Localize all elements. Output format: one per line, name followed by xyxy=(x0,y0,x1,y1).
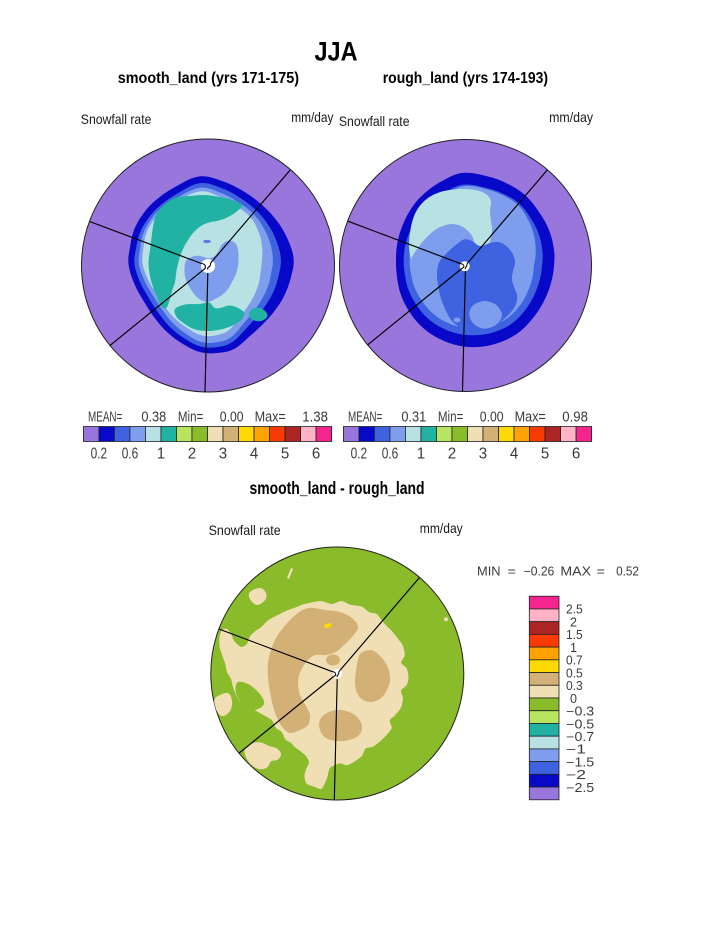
svg-text:MAX: MAX xyxy=(560,564,591,578)
svg-text:2.5: 2.5 xyxy=(566,603,583,617)
svg-text:−0.3: −0.3 xyxy=(566,705,594,719)
svg-text:−0.7: −0.7 xyxy=(566,730,594,744)
svg-text:1.38: 1.38 xyxy=(302,410,328,426)
svg-text:1: 1 xyxy=(570,641,577,655)
svg-text:1: 1 xyxy=(417,446,425,463)
svg-text:MIN: MIN xyxy=(477,564,501,578)
svg-text:Snowfall rate: Snowfall rate xyxy=(209,522,281,538)
svg-text:0.3: 0.3 xyxy=(566,679,583,693)
svg-text:0.2: 0.2 xyxy=(91,446,108,463)
svg-text:−1: −1 xyxy=(566,743,586,757)
svg-text:0.2: 0.2 xyxy=(351,446,368,463)
svg-text:4: 4 xyxy=(510,446,519,463)
svg-text:Snowfall rate: Snowfall rate xyxy=(339,113,410,129)
svg-text:1: 1 xyxy=(157,446,165,463)
svg-text:0.7: 0.7 xyxy=(566,654,583,668)
svg-text:Max=: Max= xyxy=(515,410,546,426)
svg-text:Max=: Max= xyxy=(255,410,286,426)
svg-text:2: 2 xyxy=(570,615,577,629)
svg-text:JJA: JJA xyxy=(314,37,357,67)
svg-text:Min=: Min= xyxy=(438,410,463,426)
svg-text:−2: −2 xyxy=(566,768,586,782)
svg-text:−0.5: −0.5 xyxy=(566,717,594,731)
svg-text:0.00: 0.00 xyxy=(480,410,504,426)
svg-text:5: 5 xyxy=(281,446,289,463)
svg-text:MEAN=: MEAN= xyxy=(348,410,382,426)
svg-text:0.5: 0.5 xyxy=(566,666,583,680)
svg-text:smooth_land - rough_land: smooth_land - rough_land xyxy=(250,478,425,498)
svg-text:mm/day: mm/day xyxy=(420,520,463,536)
svg-text:2: 2 xyxy=(448,446,456,463)
svg-text:0.52: 0.52 xyxy=(616,564,639,578)
svg-text:mm/day: mm/day xyxy=(291,109,333,125)
svg-text:6: 6 xyxy=(312,446,320,463)
svg-text:2: 2 xyxy=(188,446,196,463)
svg-text:Min=: Min= xyxy=(178,410,203,426)
svg-text:0.31: 0.31 xyxy=(401,410,426,426)
svg-text:=: = xyxy=(508,564,516,578)
svg-text:−1.5: −1.5 xyxy=(566,755,594,769)
svg-text:0.6: 0.6 xyxy=(122,446,139,463)
svg-text:−0.26: −0.26 xyxy=(524,564,555,578)
svg-text:3: 3 xyxy=(219,446,227,463)
svg-text:0: 0 xyxy=(570,692,577,706)
svg-text:Snowfall rate: Snowfall rate xyxy=(81,111,152,127)
svg-text:5: 5 xyxy=(541,446,549,463)
svg-text:6: 6 xyxy=(572,446,580,463)
svg-text:3: 3 xyxy=(479,446,487,463)
svg-text:mm/day: mm/day xyxy=(549,109,593,125)
svg-text:rough_land (yrs 174-193): rough_land (yrs 174-193) xyxy=(383,70,548,87)
svg-text:0.38: 0.38 xyxy=(141,410,166,426)
svg-text:MEAN=: MEAN= xyxy=(88,410,122,426)
svg-text:0.00: 0.00 xyxy=(220,410,244,426)
svg-text:0.98: 0.98 xyxy=(562,410,588,426)
svg-text:0.6: 0.6 xyxy=(382,446,399,463)
svg-text:smooth_land (yrs 171-175): smooth_land (yrs 171-175) xyxy=(118,70,299,87)
svg-text:=: = xyxy=(597,564,605,578)
svg-text:4: 4 xyxy=(250,446,259,463)
svg-text:1.5: 1.5 xyxy=(566,628,583,642)
svg-text:−2.5: −2.5 xyxy=(566,781,594,795)
